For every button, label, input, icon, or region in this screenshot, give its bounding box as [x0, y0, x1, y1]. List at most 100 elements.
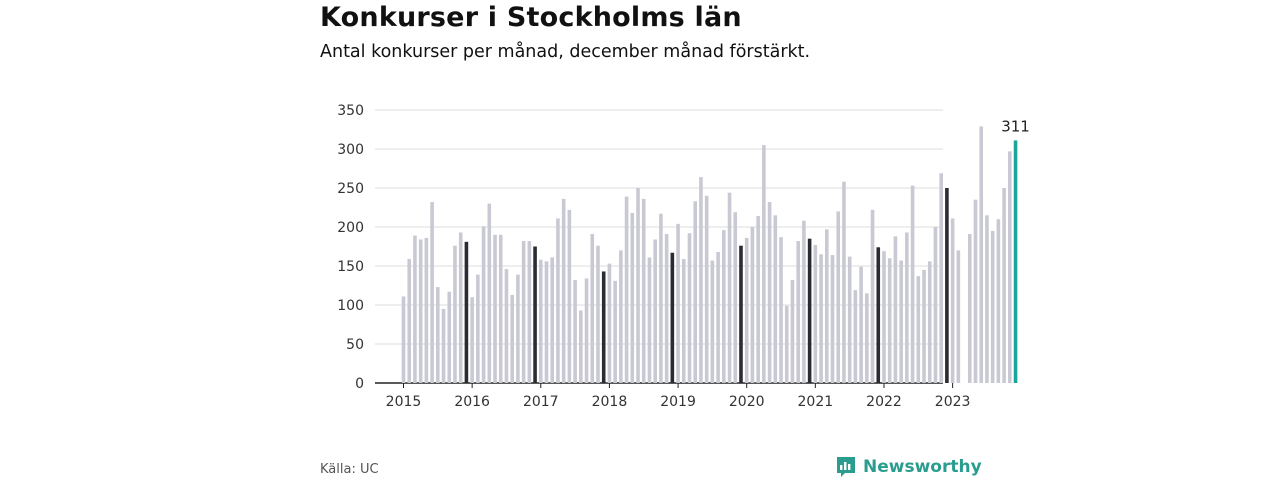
bar [664, 234, 669, 383]
x-tick-label: 2018 [592, 394, 628, 410]
bar [636, 188, 640, 383]
bar [476, 274, 480, 383]
bar [624, 196, 629, 383]
bar [498, 234, 503, 383]
bar [527, 241, 532, 383]
bar-december [533, 246, 537, 383]
bar [996, 219, 1001, 383]
bar [939, 173, 943, 383]
bar [407, 258, 412, 383]
y-tick-label: 200 [337, 220, 364, 236]
bar [899, 260, 903, 383]
newsworthy-logo-icon [837, 457, 855, 477]
bar [458, 232, 463, 383]
bar [1002, 188, 1006, 383]
bar [567, 209, 572, 383]
x-tick-label: 2022 [866, 394, 902, 410]
chart-subtitle: Antal konkurser per månad, december måna… [320, 42, 811, 62]
bar [979, 126, 984, 383]
bar [561, 198, 566, 383]
bar [647, 257, 652, 383]
bar-december [464, 241, 469, 383]
bar [750, 227, 755, 383]
annotations: 311 [1001, 117, 1030, 135]
bar [641, 198, 646, 383]
y-tick-label: 150 [337, 259, 364, 275]
bar [762, 145, 766, 383]
bar [927, 261, 932, 383]
bar [967, 234, 972, 383]
bar [653, 239, 657, 383]
bar [950, 218, 955, 383]
bar-december [876, 247, 881, 383]
x-tick-label: 2015 [386, 394, 422, 410]
bar [613, 280, 617, 383]
bar [424, 237, 429, 383]
bar [441, 308, 446, 383]
bar [916, 276, 921, 383]
latest-value-label: 311 [1001, 117, 1030, 135]
bar [493, 234, 497, 383]
bar [779, 237, 783, 383]
bar [590, 234, 595, 383]
bar [413, 235, 417, 383]
bar [985, 215, 989, 383]
bar [1008, 151, 1012, 383]
bar [436, 287, 440, 383]
bar [687, 233, 692, 383]
y-tick-label: 250 [337, 181, 364, 197]
source-note: Källa: UC [320, 462, 379, 477]
x-tick-label: 2019 [660, 394, 696, 410]
bar [556, 218, 560, 383]
bar [401, 296, 406, 383]
bar [796, 241, 800, 383]
y-axis-ticks: 0 50 100 150 200 250 300 350 [337, 103, 364, 392]
bar-december [945, 188, 949, 383]
bar [544, 261, 549, 383]
bar [716, 251, 720, 383]
bar [802, 220, 806, 383]
bar [824, 229, 829, 383]
bar-december [807, 238, 812, 383]
bar [447, 291, 452, 383]
bar [784, 305, 789, 383]
x-tick-label: 2016 [454, 394, 490, 410]
bar [584, 278, 589, 383]
bar [550, 257, 555, 383]
bar [790, 280, 795, 383]
bar-december [670, 252, 675, 383]
bar-latest [1013, 140, 1018, 383]
x-tick-label: 2020 [729, 394, 765, 410]
bar [704, 195, 709, 383]
bar [847, 256, 852, 383]
bar [922, 269, 926, 383]
bar [430, 202, 434, 383]
bar [676, 223, 680, 383]
bar [933, 227, 938, 383]
bar [767, 202, 772, 383]
bar [681, 258, 686, 383]
bar [859, 266, 863, 383]
bar [722, 230, 726, 383]
bar-december [601, 271, 606, 383]
bar [910, 185, 915, 383]
bar [836, 211, 841, 383]
x-tick-label: 2023 [935, 394, 971, 410]
bar [596, 245, 600, 383]
bar [813, 244, 818, 383]
bar [853, 290, 858, 383]
bar-december [739, 245, 743, 383]
bar [819, 254, 823, 383]
bar [842, 181, 846, 383]
bar [773, 215, 778, 383]
bar [504, 269, 509, 383]
bar [510, 294, 514, 383]
bar [579, 310, 583, 383]
bar [882, 251, 886, 383]
bar [693, 201, 698, 383]
bar [893, 236, 898, 383]
bar [887, 258, 892, 383]
bar [870, 209, 875, 383]
bar [956, 250, 961, 383]
